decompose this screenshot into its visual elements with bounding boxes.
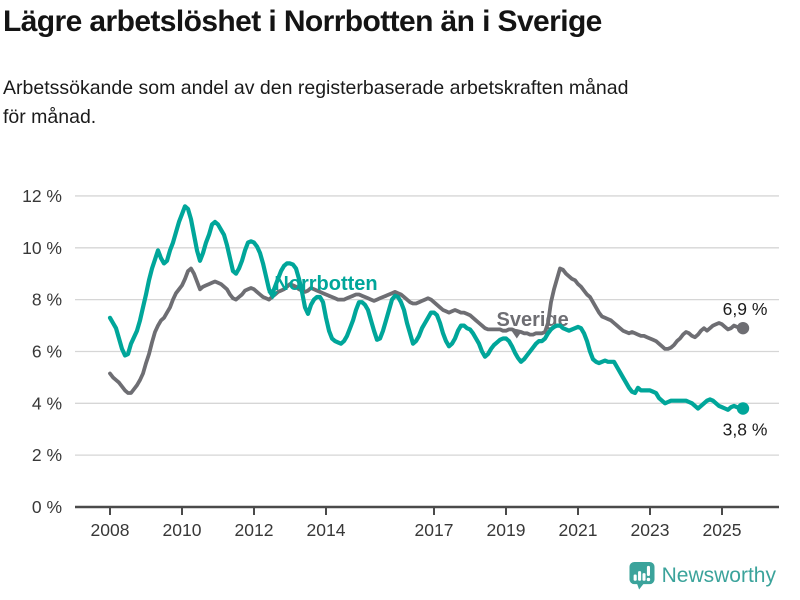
subtitle-line-2: för månad.	[3, 105, 97, 128]
series-end-dot-norrbotten	[736, 402, 750, 415]
page-title: Lägre arbetslöshet i Norrbotten än i Sve…	[3, 5, 602, 38]
newsworthy-branding: Newsworthy	[629, 561, 776, 590]
end-value-label-norrbotten: 3,8 %	[723, 420, 768, 440]
series-end-dot-sverige	[736, 321, 750, 335]
y-axis-label: 4 %	[32, 393, 62, 413]
x-axis-label: 2025	[703, 520, 742, 540]
y-axis-label: 2 %	[32, 445, 62, 465]
y-axis-label: 0 %	[32, 497, 62, 517]
y-axis-label: 8 %	[32, 290, 62, 310]
newsworthy-logo-icon	[629, 562, 655, 590]
x-axis-label: 2023	[631, 520, 670, 540]
newsworthy-wordmark: Newsworthy	[661, 563, 776, 587]
end-value-label-sverige: 6,9 %	[723, 299, 768, 319]
series-line-sverige	[108, 266, 745, 395]
label-arrow-icon-sverige	[511, 330, 523, 339]
label-arrow-icon-norrbotten	[267, 291, 279, 300]
y-axis-label: 6 %	[32, 341, 62, 361]
subtitle-line-1: Arbetssökande som andel av den registerb…	[3, 77, 629, 99]
x-axis-label: 2010	[163, 520, 202, 540]
series-line-norrbotten	[107, 204, 746, 412]
series-label-norrbotten: Norrbotten	[274, 273, 377, 295]
x-axis-label: 2021	[559, 520, 598, 540]
x-axis-label: 2008	[91, 520, 130, 540]
x-axis-label: 2017	[415, 520, 454, 540]
series-label-sverige: Sverige	[497, 309, 569, 331]
y-axis-label: 12 %	[22, 186, 62, 206]
x-axis-label: 2012	[235, 520, 274, 540]
x-axis-label: 2014	[307, 520, 346, 540]
x-axis-label: 2019	[487, 520, 526, 540]
y-axis-label: 10 %	[22, 238, 62, 258]
chart-subtitle: Arbetssökande som andel av den registerb…	[3, 74, 783, 131]
